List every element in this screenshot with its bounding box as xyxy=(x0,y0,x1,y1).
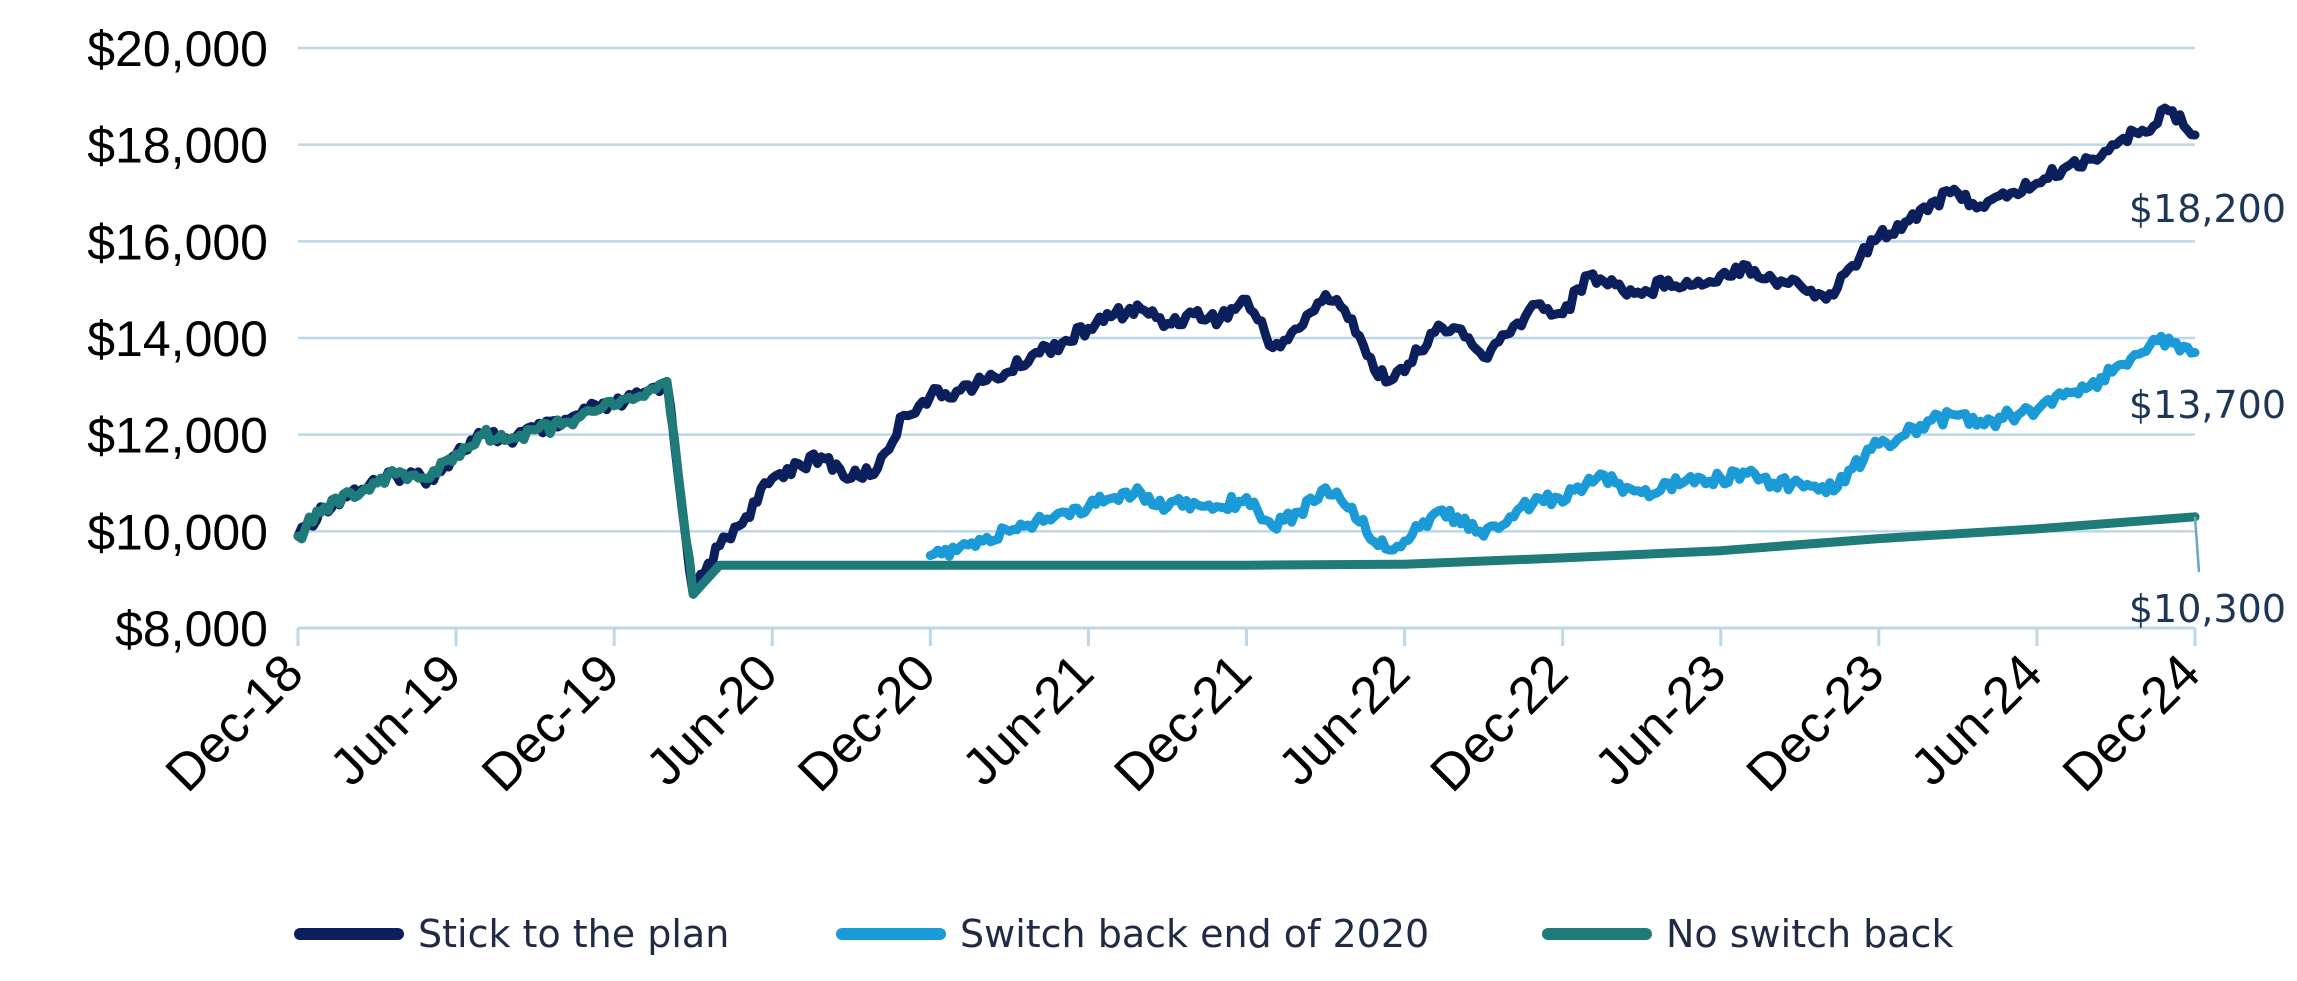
legend-label-2: No switch back xyxy=(1666,912,1953,956)
legend-label-1: Switch back end of 2020 xyxy=(960,912,1429,956)
y-tick-label: $14,000 xyxy=(87,311,268,367)
y-tick-label: $8,000 xyxy=(115,601,268,657)
x-tick-label: Jun-23 xyxy=(1584,643,1737,796)
x-tick-label: Jun-24 xyxy=(1900,643,2053,796)
x-tick-label: Dec-18 xyxy=(155,643,315,803)
x-tick-label: Dec-23 xyxy=(1736,643,1896,803)
x-tick-label: Jun-22 xyxy=(1268,643,1421,796)
y-tick-label: $20,000 xyxy=(87,21,268,77)
y-tick-label: $18,000 xyxy=(87,118,268,174)
gridlines xyxy=(298,46,2195,533)
x-tick-label: Jun-19 xyxy=(319,643,472,796)
y-axis-tick-labels: $8,000 $10,000 $12,000 $14,000 $16,000 $18,00… xyxy=(87,21,268,657)
x-tick-label: Dec-21 xyxy=(1103,643,1263,803)
end-label-0: $18,200 xyxy=(2129,187,2286,231)
y-tick-label: $10,000 xyxy=(87,504,268,560)
legend-label-0: Stick to the plan xyxy=(418,912,729,956)
x-tick-label: Dec-19 xyxy=(471,643,631,803)
end-label-1: $13,700 xyxy=(2129,383,2286,427)
end-value-labels: $18,200 $13,700 $10,300 xyxy=(2129,187,2286,631)
series-line-0 xyxy=(293,103,2200,599)
x-tick-label: Dec-24 xyxy=(2052,643,2212,803)
series-line-2 xyxy=(293,377,2200,599)
series-line-1 xyxy=(925,331,2200,561)
end-label-2: $10,300 xyxy=(2129,587,2286,631)
y-tick-label: $12,000 xyxy=(87,408,268,464)
x-tick-label: Dec-22 xyxy=(1420,643,1580,803)
y-tick-label: $16,000 xyxy=(87,214,268,270)
x-tick-label: Jun-21 xyxy=(951,643,1104,796)
series-lines xyxy=(293,103,2200,599)
x-tick-label: Dec-20 xyxy=(787,643,947,803)
legend: Stick to the plan Switch back end of 2020… xyxy=(294,912,1953,956)
x-tick-label: Jun-20 xyxy=(635,643,788,796)
end-label-leader xyxy=(2193,516,2201,573)
